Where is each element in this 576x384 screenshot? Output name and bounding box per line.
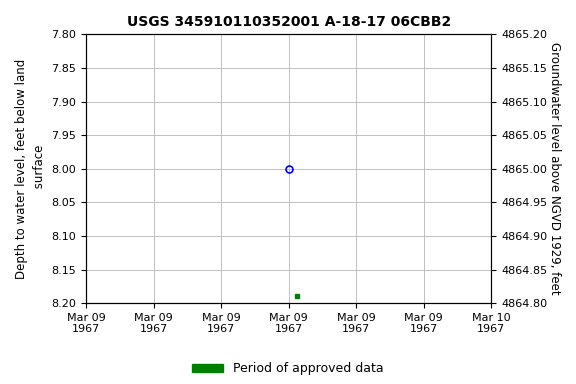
Legend: Period of approved data: Period of approved data: [187, 357, 389, 380]
Title: USGS 345910110352001 A-18-17 06CBB2: USGS 345910110352001 A-18-17 06CBB2: [127, 15, 451, 29]
Y-axis label: Depth to water level, feet below land
 surface: Depth to water level, feet below land su…: [15, 59, 46, 279]
Y-axis label: Groundwater level above NGVD 1929, feet: Groundwater level above NGVD 1929, feet: [548, 42, 561, 295]
